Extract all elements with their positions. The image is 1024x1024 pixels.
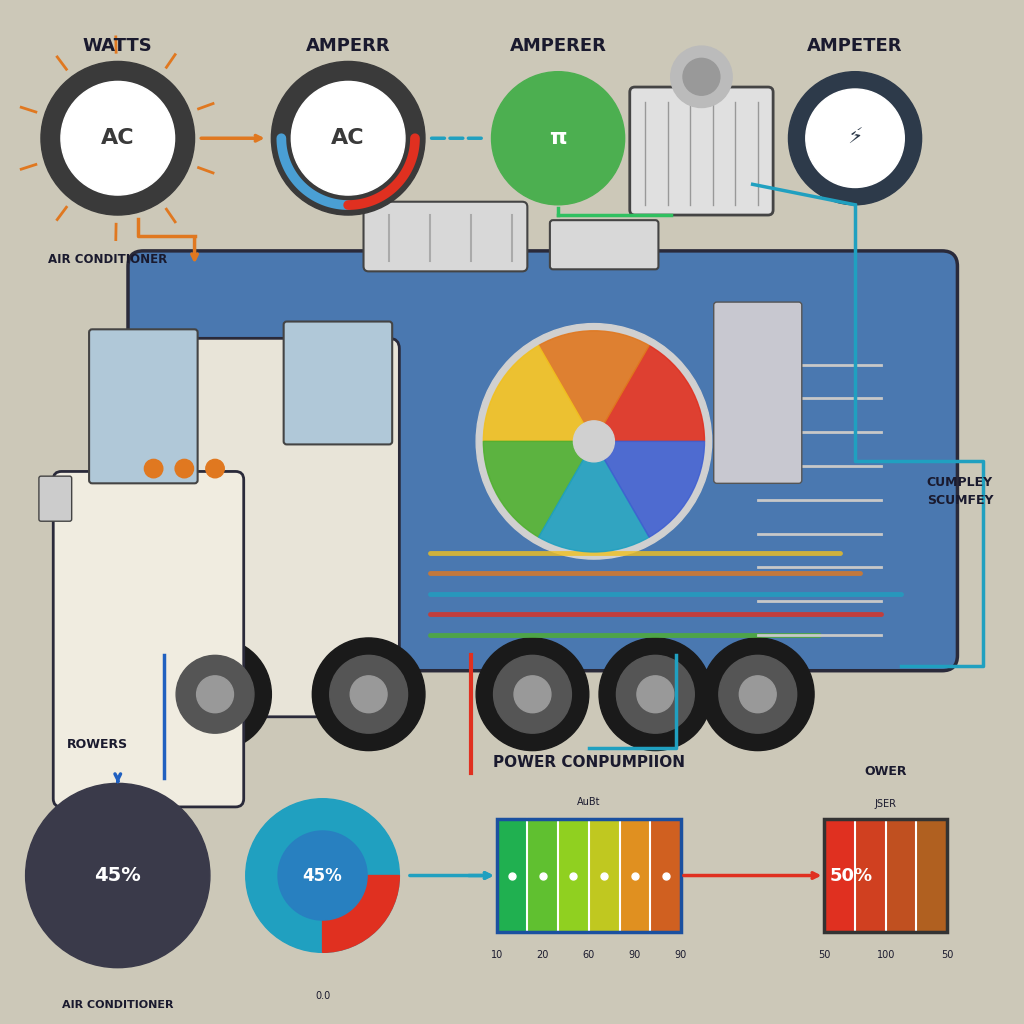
Circle shape — [671, 46, 732, 108]
Bar — [527, 819, 558, 932]
Bar — [824, 819, 947, 932]
Wedge shape — [539, 331, 649, 441]
Circle shape — [494, 655, 571, 733]
Text: JSER: JSER — [874, 799, 897, 809]
FancyBboxPatch shape — [113, 338, 399, 717]
Circle shape — [701, 638, 814, 751]
Circle shape — [144, 460, 163, 478]
Circle shape — [719, 655, 797, 733]
Circle shape — [739, 676, 776, 713]
Text: AIR CONDITIONER: AIR CONDITIONER — [62, 999, 173, 1010]
Wedge shape — [539, 441, 649, 552]
Wedge shape — [483, 345, 594, 441]
Circle shape — [806, 89, 904, 187]
Text: AMPETER: AMPETER — [807, 37, 903, 55]
Text: 50: 50 — [941, 950, 953, 961]
FancyBboxPatch shape — [364, 202, 527, 271]
Text: CUMPLEY
SCUMFEY: CUMPLEY SCUMFEY — [927, 476, 993, 507]
Circle shape — [176, 655, 254, 733]
Circle shape — [206, 460, 224, 478]
Circle shape — [159, 638, 271, 751]
Text: π: π — [549, 128, 567, 148]
Text: 20: 20 — [537, 950, 549, 961]
Wedge shape — [483, 441, 594, 538]
Text: OWER: OWER — [864, 765, 907, 778]
FancyBboxPatch shape — [128, 251, 957, 671]
Wedge shape — [594, 345, 705, 441]
Text: ROWERS: ROWERS — [67, 738, 128, 752]
Circle shape — [683, 58, 720, 95]
Circle shape — [271, 61, 425, 215]
Bar — [497, 819, 681, 932]
Text: ⚡: ⚡ — [846, 121, 864, 145]
Bar — [650, 819, 681, 932]
Bar — [824, 819, 855, 932]
Circle shape — [330, 655, 408, 733]
Circle shape — [476, 324, 712, 559]
Text: POWER CONPUMPIION: POWER CONPUMPIION — [493, 755, 685, 770]
Bar — [620, 819, 650, 932]
Text: WATTS: WATTS — [83, 37, 153, 55]
Text: AIR CONDITIONER: AIR CONDITIONER — [48, 254, 167, 266]
Text: 90: 90 — [675, 950, 687, 961]
Bar — [886, 819, 916, 932]
Circle shape — [61, 82, 174, 196]
Text: ⚡: ⚡ — [847, 128, 863, 148]
Circle shape — [514, 676, 551, 713]
Circle shape — [41, 61, 195, 215]
Circle shape — [246, 799, 399, 952]
Text: 90: 90 — [629, 950, 641, 961]
Circle shape — [292, 82, 406, 196]
FancyBboxPatch shape — [53, 471, 244, 807]
FancyBboxPatch shape — [284, 322, 392, 444]
Text: AC: AC — [332, 128, 365, 148]
Circle shape — [492, 72, 625, 205]
Circle shape — [509, 89, 607, 187]
Text: AC: AC — [101, 128, 134, 148]
Bar — [497, 819, 527, 932]
Text: 10: 10 — [490, 950, 503, 961]
FancyBboxPatch shape — [714, 302, 802, 483]
Wedge shape — [323, 876, 399, 952]
FancyBboxPatch shape — [89, 330, 198, 483]
Text: AuBt: AuBt — [578, 797, 600, 807]
Circle shape — [279, 831, 367, 921]
Text: 50: 50 — [818, 950, 830, 961]
Circle shape — [350, 676, 387, 713]
Text: 60: 60 — [583, 950, 595, 961]
Text: AMPERR: AMPERR — [306, 37, 390, 55]
Bar — [589, 819, 620, 932]
Text: 45%: 45% — [94, 866, 141, 885]
Circle shape — [175, 460, 194, 478]
Text: 45%: 45% — [303, 866, 342, 885]
Circle shape — [599, 638, 712, 751]
Circle shape — [476, 638, 589, 751]
Text: 100: 100 — [877, 950, 895, 961]
Text: 50%: 50% — [829, 866, 872, 885]
Wedge shape — [594, 441, 705, 538]
Text: AMPERER: AMPERER — [510, 37, 606, 55]
Circle shape — [637, 676, 674, 713]
Circle shape — [197, 676, 233, 713]
Circle shape — [616, 655, 694, 733]
Circle shape — [312, 638, 425, 751]
Text: 0.0: 0.0 — [315, 991, 330, 1000]
Bar — [558, 819, 589, 932]
FancyBboxPatch shape — [39, 476, 72, 521]
FancyBboxPatch shape — [630, 87, 773, 215]
FancyBboxPatch shape — [550, 220, 658, 269]
Circle shape — [26, 783, 210, 968]
Circle shape — [788, 72, 922, 205]
Circle shape — [573, 421, 614, 462]
Bar — [855, 819, 886, 932]
Bar — [916, 819, 947, 932]
